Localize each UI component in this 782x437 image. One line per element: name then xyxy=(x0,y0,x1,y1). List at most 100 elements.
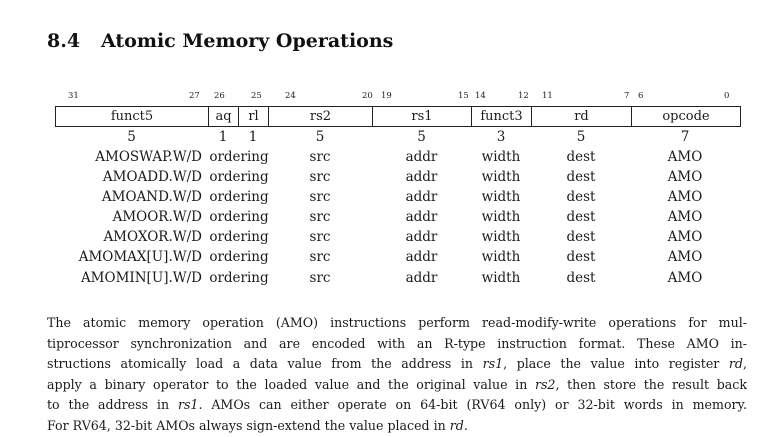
text-run: . xyxy=(463,417,468,433)
instr-order: ordering xyxy=(209,149,269,165)
instr-name: AMOADD.W/D xyxy=(102,169,202,185)
section-title: Atomic Memory Operations xyxy=(101,30,394,52)
field-aq: aq xyxy=(209,107,239,126)
section-heading: 8.4 Atomic Memory Operations xyxy=(47,30,393,52)
field-rs2: rs2 xyxy=(269,107,373,126)
instr-name: AMOAND.W/D xyxy=(101,189,202,205)
instr-rs1: addr xyxy=(405,249,438,265)
text-run: . AMOs can either operate on 64-bit (RV6… xyxy=(198,397,747,413)
table-row: AMOAND.W/D ordering src addr width dest … xyxy=(0,188,782,206)
bit-label: 25 xyxy=(251,91,262,101)
bit-label: 7 xyxy=(624,91,630,101)
reg-rs1: rs1 xyxy=(177,397,199,413)
paragraph-line: For RV64, 32-bit AMOs always sign-extend… xyxy=(47,416,747,437)
text-run: to the address in xyxy=(47,397,178,413)
instr-opcode: AMO xyxy=(667,169,703,185)
bit-label: 24 xyxy=(285,91,296,101)
paragraph-line: The atomic memory operation (AMO) instru… xyxy=(47,315,747,330)
reg-rd: rd xyxy=(728,356,743,372)
instr-rd: dest xyxy=(566,169,596,185)
bit-label: 6 xyxy=(638,91,644,101)
instr-funct3: width xyxy=(481,189,521,205)
instr-rs1: addr xyxy=(405,209,438,225)
instr-order: ordering xyxy=(209,189,269,205)
instr-order: ordering xyxy=(209,270,269,286)
instr-rs2: src xyxy=(309,249,331,265)
text-run: , xyxy=(742,356,747,372)
width-rd: 5 xyxy=(576,129,586,145)
instr-rd: dest xyxy=(566,189,596,205)
bit-label: 12 xyxy=(518,91,529,101)
width-rl: 1 xyxy=(248,129,258,145)
instr-funct3: width xyxy=(481,149,521,165)
instr-name: AMOOR.W/D xyxy=(112,209,202,225)
instr-rs2: src xyxy=(309,270,331,286)
bit-label: 27 xyxy=(189,91,200,101)
instr-opcode: AMO xyxy=(667,149,703,165)
field-rl: rl xyxy=(239,107,269,126)
instr-order: ordering xyxy=(209,229,269,245)
encoding-fields: funct5 aq rl rs2 rs1 funct3 rd opcode xyxy=(55,106,741,127)
width-funct3: 3 xyxy=(496,129,506,145)
bit-label: 0 xyxy=(724,91,730,101)
instr-name: AMOMIN[U].W/D xyxy=(80,270,202,286)
instr-funct3: width xyxy=(481,249,521,265)
text-run: , then store the result back xyxy=(555,376,747,392)
instr-rs2: src xyxy=(309,229,331,245)
instr-rs2: src xyxy=(309,209,331,225)
instr-funct3: width xyxy=(481,229,521,245)
instr-order: ordering xyxy=(209,249,269,265)
instr-rs1: addr xyxy=(405,149,438,165)
description-paragraph: The atomic memory operation (AMO) instru… xyxy=(47,313,747,437)
instr-rs2: src xyxy=(309,169,331,185)
instr-opcode: AMO xyxy=(667,229,703,245)
bit-label: 15 xyxy=(458,91,469,101)
instr-rd: dest xyxy=(566,209,596,225)
table-row: AMOADD.W/D ordering src addr width dest … xyxy=(0,168,782,186)
instr-rs2: src xyxy=(309,189,331,205)
instr-opcode: AMO xyxy=(667,270,703,286)
instr-name: AMOXOR.W/D xyxy=(103,229,202,245)
instr-order: ordering xyxy=(209,209,269,225)
text-run: structions atomically load a data value … xyxy=(47,356,483,372)
width-aq: 1 xyxy=(218,129,228,145)
instr-name: AMOSWAP.W/D xyxy=(95,149,202,165)
width-opcode: 7 xyxy=(680,129,690,145)
table-row: AMOXOR.W/D ordering src addr width dest … xyxy=(0,228,782,246)
text-run: , place the value into register xyxy=(503,356,729,372)
text-run: For RV64, 32-bit AMOs always sign-extend… xyxy=(47,417,450,433)
instr-opcode: AMO xyxy=(667,209,703,225)
instr-rs2: src xyxy=(309,149,331,165)
instr-rs1: addr xyxy=(405,169,438,185)
field-funct3: funct3 xyxy=(472,107,532,126)
bit-label: 31 xyxy=(68,91,79,101)
width-rs2: 5 xyxy=(315,129,325,145)
bit-positions: 31 27 26 25 24 20 19 15 14 12 11 7 6 0 xyxy=(0,91,782,103)
table-row: AMOSWAP.W/D ordering src addr width dest… xyxy=(0,148,782,166)
instr-order: ordering xyxy=(209,169,269,185)
instr-rd: dest xyxy=(566,249,596,265)
reg-rs1: rs1 xyxy=(482,356,504,372)
text-run: apply a binary operator to the loaded va… xyxy=(47,376,535,392)
instr-funct3: width xyxy=(481,169,521,185)
width-rs1: 5 xyxy=(417,129,426,145)
reg-rd: rd xyxy=(449,417,464,433)
instr-rs1: addr xyxy=(405,189,438,205)
table-row: AMOMAX[U].W/D ordering src addr width de… xyxy=(0,248,782,266)
paragraph-line: structions atomically load a data value … xyxy=(47,354,747,375)
paragraph-line: to the address in rs1. AMOs can either o… xyxy=(47,395,747,416)
field-widths: 5 1 1 5 5 3 5 7 xyxy=(0,128,782,146)
bit-label: 26 xyxy=(214,91,225,101)
field-funct5: funct5 xyxy=(56,107,209,126)
bit-label: 14 xyxy=(475,91,486,101)
field-rs1: rs1 xyxy=(373,107,472,126)
reg-rs2: rs2 xyxy=(534,376,556,392)
instr-opcode: AMO xyxy=(667,249,703,265)
field-opcode: opcode xyxy=(662,109,710,124)
instr-rs1: addr xyxy=(405,229,438,245)
bit-label: 19 xyxy=(381,91,392,101)
width-funct5: 5 xyxy=(127,129,136,145)
instr-rs1: addr xyxy=(405,270,438,286)
instr-funct3: width xyxy=(481,270,521,286)
instr-funct3: width xyxy=(481,209,521,225)
